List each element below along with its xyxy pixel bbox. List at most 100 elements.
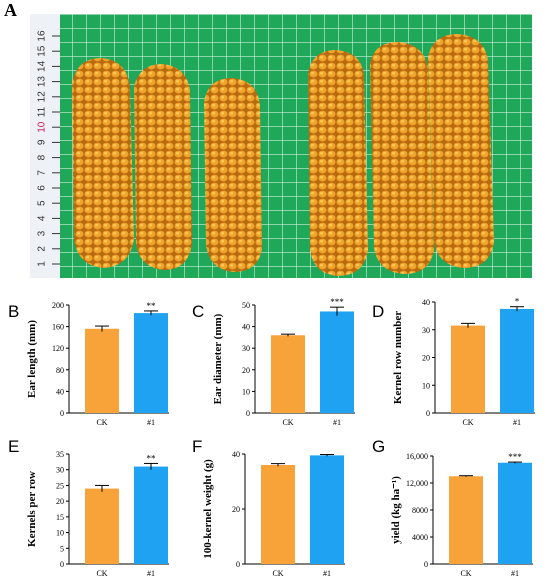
panel-label-c: C: [192, 302, 204, 321]
x-tick-label: CK: [282, 418, 293, 427]
significance-marker: ***: [330, 297, 344, 307]
ruler-label: 15: [37, 45, 48, 57]
y-tick-label: 0: [60, 560, 64, 569]
corn-ear-ck-2: [134, 64, 192, 270]
y-tick-label: 30: [422, 326, 430, 335]
y-tick-label: 30: [56, 466, 64, 475]
ruler-label: 11: [37, 106, 48, 117]
panel-label-b: B: [8, 302, 19, 321]
panel-label-g: G: [372, 437, 385, 456]
x-tick-label: #1: [147, 418, 155, 427]
y-tick-label: 10: [56, 529, 64, 538]
corn-ear-ck-3: [204, 78, 262, 272]
y-tick-label: 20: [422, 354, 430, 363]
x-tick-label: CK: [96, 569, 107, 578]
bar-treated: [498, 462, 532, 564]
y-tick-label: 16,000: [406, 452, 428, 461]
bar-treated: [134, 313, 168, 413]
bar-treated: [134, 466, 168, 564]
x-tick-label: #1: [511, 569, 519, 578]
y-tick-label: 120: [52, 344, 64, 353]
y-tick-label: 0: [236, 560, 240, 569]
y-axis-label: Kernels per row: [26, 471, 38, 547]
ruler-label: 5: [37, 200, 48, 206]
y-axis-label: Kernel row number: [392, 311, 404, 404]
corn-ears: [72, 34, 494, 276]
ruler-label: 1: [37, 261, 48, 267]
x-tick-label: CK: [272, 569, 283, 578]
ruler-label: 10: [37, 121, 48, 133]
corn-ear-treated-1: [308, 50, 368, 276]
chart-panel-c: C 0 10 20 30 40 50 Ear diameter (mm) CK #1 ***: [192, 297, 355, 427]
y-tick-label: 50: [242, 301, 250, 310]
panel-label-e: E: [8, 437, 19, 456]
x-tick-label: #1: [147, 569, 155, 578]
ruler-label: 12: [37, 91, 48, 103]
x-tick-label: #1: [323, 569, 331, 578]
y-tick-label: 40: [242, 323, 250, 332]
y-axis-label: 100-kernel weight (g): [202, 459, 214, 559]
y-tick-label: 35: [56, 450, 64, 459]
ruler-label: 13: [37, 76, 48, 88]
ruler-label: 6: [37, 185, 48, 191]
y-tick-label: 5: [60, 544, 64, 553]
y-tick-label: 0: [424, 560, 428, 569]
bar-ck: [451, 325, 485, 413]
ruler-label: 4: [37, 215, 48, 221]
x-tick-label: #1: [333, 418, 341, 427]
corn-ear-treated-3: [428, 34, 494, 268]
panel-label-a: A: [4, 0, 17, 20]
y-tick-label: 0: [60, 409, 64, 418]
y-tick-label: 12,000: [406, 479, 428, 488]
y-tick-label: 20: [232, 505, 240, 514]
y-tick-label: 40: [422, 298, 430, 307]
corn-ear-ck-1: [72, 58, 134, 268]
x-tick-label: CK: [462, 418, 473, 427]
x-tick-label: #1: [513, 418, 521, 427]
bar-treated: [310, 455, 344, 564]
panel-label-d: D: [372, 302, 384, 321]
chart-panel-e: E 0 5 10 15 20 25 30 35 Kernels per row CK #1 **: [8, 437, 169, 578]
ruler-label: 16: [37, 30, 48, 42]
bar-ck: [85, 488, 119, 564]
y-tick-label: 200: [52, 301, 64, 310]
y-axis-label: Ear diameter (mm): [212, 313, 224, 404]
chart-panel-d: D 0 10 20 30 40 Kernel row number CK #1 *: [372, 297, 535, 427]
panel-label-f: F: [192, 437, 202, 456]
ruler-label: 3: [37, 230, 48, 236]
significance-marker: **: [147, 301, 157, 311]
bar-treated: [500, 308, 534, 413]
ruler-label: 2: [37, 246, 48, 252]
y-tick-label: 0: [426, 409, 430, 418]
y-axis-label: Ear length (mm): [26, 320, 38, 398]
significance-marker: **: [147, 453, 157, 463]
y-tick-label: 160: [52, 323, 64, 332]
bar-ck: [261, 465, 295, 564]
ruler-label: 9: [37, 139, 48, 145]
significance-marker: ***: [508, 452, 522, 462]
y-tick-label: 10: [422, 381, 430, 390]
y-tick-label: 15: [56, 513, 64, 522]
ruler-label: 8: [37, 154, 48, 160]
y-tick-label: 40: [56, 387, 64, 396]
y-tick-label: 20: [242, 366, 250, 375]
chart-panel-g: G 0 4000 8000 12,000 16,000 yield (kg ha⁻¹) CK #…: [372, 437, 533, 578]
ruler-label: 7: [37, 170, 48, 176]
y-tick-label: 0: [246, 409, 250, 418]
y-tick-label: 30: [242, 344, 250, 353]
y-tick-label: 40: [232, 450, 240, 459]
y-tick-label: 25: [56, 481, 64, 490]
chart-panel-f: F 0 20 40 100-kernel weight (g) CK #1: [192, 437, 345, 578]
x-tick-label: CK: [460, 569, 471, 578]
x-tick-label: CK: [96, 418, 107, 427]
chart-panel-b: B 0 40 80 120 160 200 Ear length (mm) CK #1 **: [8, 301, 169, 427]
y-tick-label: 20: [56, 497, 64, 506]
y-tick-label: 8000: [412, 506, 428, 515]
y-tick-label: 4000: [412, 533, 428, 542]
bar-ck: [271, 335, 305, 413]
y-tick-label: 80: [56, 366, 64, 375]
corn-ear-treated-2: [370, 42, 434, 274]
bar-ck: [85, 328, 119, 413]
